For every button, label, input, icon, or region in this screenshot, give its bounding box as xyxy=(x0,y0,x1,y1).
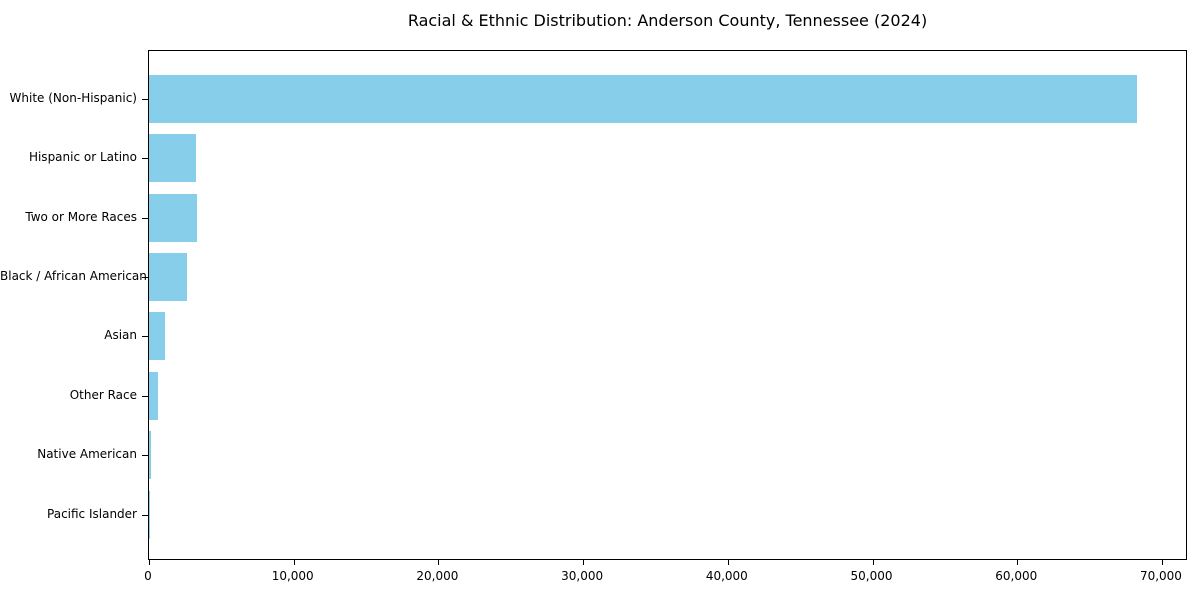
x-tick-label-60-000: 60,000 xyxy=(995,569,1038,583)
x-tick-0 xyxy=(149,559,150,565)
bar-two-or-more-races xyxy=(149,193,198,242)
y-tick-label-black-african-american: Black / African American xyxy=(0,269,147,284)
bar-black-african-american xyxy=(149,253,188,302)
y-tick-hispanic-or-latino xyxy=(142,158,149,160)
bar-other-race xyxy=(149,371,159,420)
y-tick-pacific-islander xyxy=(142,514,149,516)
y-tick-label-asian: Asian xyxy=(104,328,137,343)
x-tick-label-30-000: 30,000 xyxy=(561,569,604,583)
y-tick-native-american xyxy=(142,455,149,457)
y-tick-label-other-race: Other Race xyxy=(69,387,137,402)
x-tick-label-40-000: 40,000 xyxy=(705,569,748,583)
x-tick-70-000 xyxy=(1161,559,1163,565)
x-tick-50-000 xyxy=(872,559,874,565)
y-tick-other-race xyxy=(142,395,149,397)
y-tick-label-two-or-more-races: Two or More Races xyxy=(25,209,137,224)
x-tick-label-70-000: 70,000 xyxy=(1139,569,1182,583)
bar-hispanic-or-latino xyxy=(149,134,197,183)
y-tick-asian xyxy=(142,336,149,338)
x-tick-30-000 xyxy=(583,559,585,565)
y-tick-label-hispanic-or-latino: Hispanic or Latino xyxy=(28,150,137,165)
chart-title: Racial & Ethnic Distribution: Anderson C… xyxy=(407,11,928,30)
x-tick-40-000 xyxy=(727,559,729,565)
bar-asian xyxy=(149,312,166,361)
x-tick-60-000 xyxy=(1017,559,1019,565)
plot-area xyxy=(142,50,1187,565)
x-tick-20-000 xyxy=(438,559,440,565)
y-tick-white-non-hispanic xyxy=(142,99,149,100)
y-tick-label-white-non-hispanic: White (Non-Hispanic) xyxy=(9,91,137,105)
x-tick-label-20-000: 20,000 xyxy=(416,569,459,583)
x-tick-label-50-000: 50,000 xyxy=(850,569,893,583)
y-tick-label-native-american: Native American xyxy=(37,447,137,462)
y-tick-label-pacific-islander: Pacific Islander xyxy=(47,506,137,521)
bar-white-non-hispanic xyxy=(149,75,1138,123)
x-tick-label-0: 0 xyxy=(144,569,152,583)
y-tick-black-african-american xyxy=(142,277,149,279)
bar-native-american xyxy=(149,431,152,480)
x-tick-label-10-000: 10,000 xyxy=(271,569,314,583)
y-tick-two-or-more-races xyxy=(142,217,149,219)
x-tick-10-000 xyxy=(293,559,295,565)
